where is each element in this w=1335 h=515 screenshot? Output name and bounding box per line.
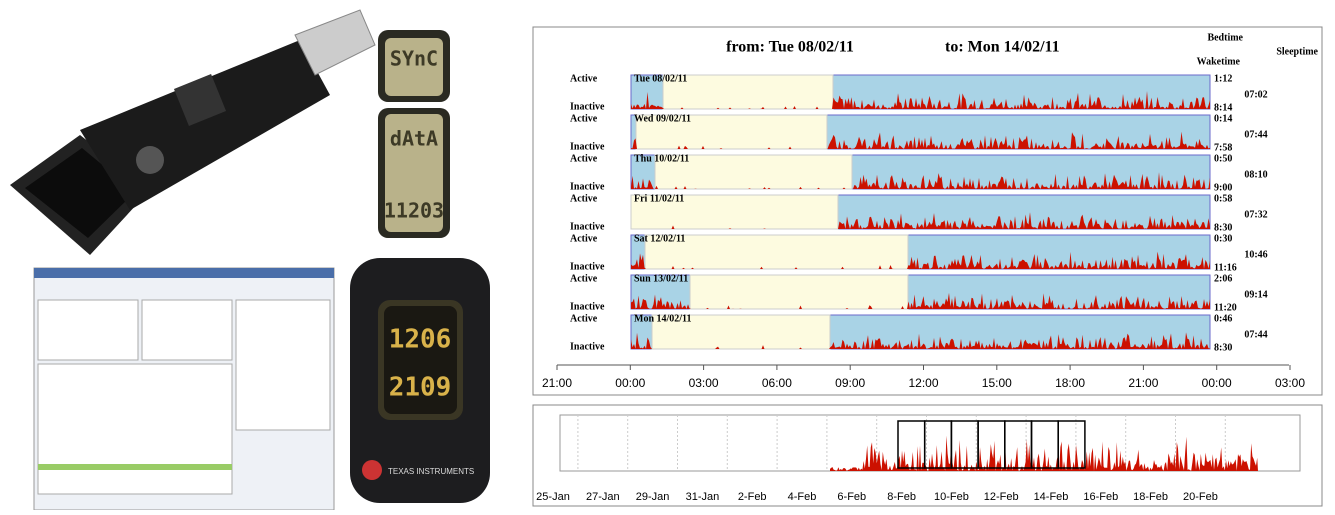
- sleeptime: 10:46: [1244, 249, 1267, 260]
- active-label: Active: [570, 113, 598, 124]
- x-tick-label: 03:00: [1275, 376, 1305, 390]
- day-label: Sun 13/02/11: [634, 273, 688, 284]
- x-tick-label: 31-Jan: [686, 491, 720, 503]
- day-label: Sat 12/02/11: [634, 233, 685, 244]
- x-tick-label: 25-Jan: [536, 491, 570, 503]
- waketime: 11:20: [1214, 302, 1237, 313]
- range-to: to: Mon 14/02/11: [945, 39, 1060, 56]
- active-label: Active: [570, 233, 598, 244]
- sleep-period: [663, 75, 833, 109]
- x-tick-label: 2-Feb: [738, 491, 767, 503]
- waketime: 7:58: [1214, 142, 1232, 153]
- sleeptime: 07:44: [1244, 129, 1267, 140]
- watch-photos: [350, 30, 490, 503]
- x-tick-label: 20-Feb: [1183, 491, 1218, 503]
- x-tick-label: 16-Feb: [1083, 491, 1118, 503]
- x-tick-label: 18:00: [1055, 376, 1085, 390]
- day-label: Fri 11/02/11: [634, 193, 684, 204]
- inactive-label: Inactive: [570, 261, 605, 272]
- x-tick-label: 6-Feb: [837, 491, 866, 503]
- x-tick-label: 00:00: [615, 376, 645, 390]
- legend-waketime: Waketime: [1197, 56, 1241, 67]
- x-tick-label: 14-Feb: [1034, 491, 1069, 503]
- x-tick-label: 06:00: [762, 376, 792, 390]
- watch-brand: TEXAS INSTRUMENTS: [388, 467, 474, 476]
- x-tick-label: 4-Feb: [788, 491, 817, 503]
- lcd-text: 11203: [384, 199, 444, 223]
- x-tick-label: 15:00: [982, 376, 1012, 390]
- active-label: Active: [570, 193, 598, 204]
- sleeptime: 08:10: [1244, 169, 1267, 180]
- lcd-text: SYnC: [390, 47, 438, 71]
- waketime: 8:30: [1214, 342, 1232, 353]
- day-label: Tue 08/02/11: [634, 73, 687, 84]
- ide-screenshot: [34, 268, 334, 510]
- inactive-label: Inactive: [570, 141, 605, 152]
- x-tick-label: 12-Feb: [984, 491, 1019, 503]
- sleep-period: [690, 275, 908, 309]
- sleeptime: 09:14: [1244, 289, 1267, 300]
- bedtime: 1:12: [1214, 73, 1232, 84]
- legend-sleeptime: Sleeptime: [1276, 46, 1318, 57]
- x-tick-label: 12:00: [908, 376, 938, 390]
- legend-bedtime: Bedtime: [1207, 32, 1243, 43]
- bedtime: 0:50: [1214, 153, 1232, 164]
- bedtime: 0:58: [1214, 193, 1232, 204]
- waketime: 8:30: [1214, 222, 1232, 233]
- x-tick-label: 21:00: [542, 376, 572, 390]
- lcd-time: 2109: [389, 373, 452, 403]
- active-label: Active: [570, 273, 598, 284]
- inactive-label: Inactive: [570, 221, 605, 232]
- page: from: Tue 08/02/11 to: Mon 14/02/11 Bedt…: [0, 0, 1335, 510]
- day-label: Wed 09/02/11: [634, 113, 691, 124]
- bedtime: 0:30: [1214, 233, 1232, 244]
- sleeptime: 07:02: [1244, 89, 1267, 100]
- sleeptime: 07:44: [1244, 329, 1267, 340]
- active-label: Active: [570, 73, 598, 84]
- x-tick-label: 27-Jan: [586, 491, 620, 503]
- inactive-label: Inactive: [570, 181, 605, 192]
- day-label: Thu 10/02/11: [634, 153, 689, 164]
- sleeptime: 07:32: [1244, 209, 1267, 220]
- day-label: Mon 14/02/11: [634, 313, 692, 324]
- lcd-text: dAtA: [390, 127, 438, 151]
- inactive-label: Inactive: [570, 341, 605, 352]
- waketime: 11:16: [1214, 262, 1237, 273]
- lcd-time: 1206: [389, 325, 452, 355]
- x-tick-label: 18-Feb: [1133, 491, 1168, 503]
- x-tick-label: 09:00: [835, 376, 865, 390]
- active-label: Active: [570, 313, 598, 324]
- x-tick-label: 00:00: [1202, 376, 1232, 390]
- bedtime: 0:14: [1214, 113, 1232, 124]
- bedtime: 2:06: [1214, 273, 1232, 284]
- inactive-label: Inactive: [570, 101, 605, 112]
- range-from: from: Tue 08/02/11: [726, 39, 854, 56]
- x-tick-label: 03:00: [689, 376, 719, 390]
- active-label: Active: [570, 153, 598, 164]
- x-tick-label: 29-Jan: [636, 491, 670, 503]
- inactive-label: Inactive: [570, 301, 605, 312]
- usb-dongle-photo: [10, 10, 375, 255]
- x-tick-label: 8-Feb: [887, 491, 916, 503]
- x-tick-label: 10-Feb: [934, 491, 969, 503]
- waketime: 8:14: [1214, 102, 1232, 113]
- x-tick-label: 21:00: [1128, 376, 1158, 390]
- bedtime: 0:46: [1214, 313, 1232, 324]
- waketime: 9:00: [1214, 182, 1232, 193]
